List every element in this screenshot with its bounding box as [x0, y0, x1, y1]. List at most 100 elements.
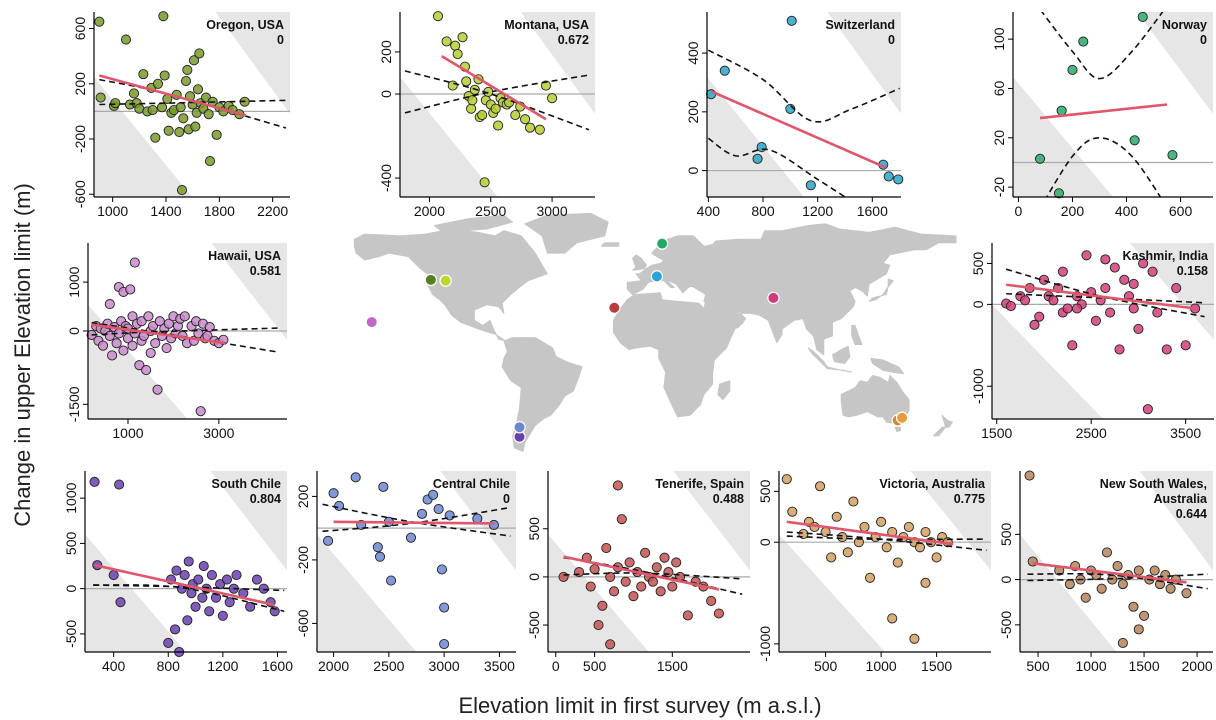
data-point: [719, 65, 730, 76]
x-tick-label: 800: [751, 203, 775, 219]
y-tick-label: 0: [998, 575, 1014, 583]
site-marker-norway: [655, 237, 669, 250]
fit-line: [94, 563, 275, 607]
y-tick-label: 500: [63, 532, 79, 556]
data-point: [190, 121, 201, 132]
x-tick-label: 3500: [484, 658, 515, 674]
data-point: [1181, 588, 1192, 599]
data-point: [510, 109, 521, 121]
data-point: [1112, 560, 1123, 572]
panel-value: 0.804: [250, 492, 281, 506]
x-tick-label: 2000: [318, 658, 349, 674]
data-point: [490, 103, 501, 114]
data-point: [636, 581, 647, 592]
panel-value: 0.488: [713, 492, 744, 506]
data-point: [374, 551, 386, 562]
fit-line: [1032, 562, 1187, 584]
data-point: [1152, 307, 1163, 318]
data-point: [195, 406, 206, 417]
data-point: [909, 633, 920, 644]
data-point: [416, 508, 428, 519]
data-point: [616, 514, 627, 525]
data-point: [176, 185, 188, 196]
data-point: [876, 516, 887, 527]
eurasia: [626, 223, 957, 356]
data-point: [152, 384, 163, 395]
data-point: [1161, 344, 1172, 355]
north-america: [353, 228, 548, 342]
data-point: [931, 552, 942, 563]
fit-line: [1039, 103, 1168, 120]
y-tick-label: 500: [526, 517, 542, 541]
shaded-region: [779, 534, 885, 652]
data-point: [597, 600, 608, 611]
data-point: [1114, 344, 1125, 355]
data-point: [540, 80, 551, 91]
data-point: [1128, 601, 1139, 612]
data-point: [136, 316, 147, 327]
y-tick-label: 0: [757, 538, 773, 546]
data-point: [848, 496, 859, 507]
y-tick-label: 0: [66, 327, 82, 335]
y-tick-label: 1000: [66, 266, 82, 297]
data-point: [1034, 153, 1046, 164]
data-point: [605, 571, 616, 582]
fit-line: [786, 520, 954, 546]
data-point: [179, 570, 190, 581]
data-point: [154, 316, 165, 327]
data-point: [436, 564, 447, 575]
data-point: [585, 581, 596, 592]
panel-victoria: 500 1000 1500 -1000 0 500 Victoria, Australia0…: [757, 471, 991, 674]
x-tick-label: 2500: [373, 658, 404, 674]
data-point: [245, 601, 256, 612]
data-point: [574, 567, 585, 578]
data-point: [152, 78, 164, 89]
world-map: [353, 212, 957, 452]
data-point: [128, 88, 140, 99]
data-point: [197, 592, 208, 603]
ci-upper-line: [786, 535, 987, 541]
data-point: [432, 11, 444, 22]
y-axis-label: Change in upper Elevation limit (m): [10, 183, 35, 527]
data-point: [428, 489, 439, 500]
ci-upper-line: [99, 99, 287, 106]
data-point: [190, 601, 201, 612]
data-point: [110, 98, 121, 109]
data-point: [251, 574, 263, 585]
australia: [840, 375, 910, 425]
y-tick-label: -400: [378, 164, 394, 192]
data-point: [161, 343, 172, 354]
panel-value: 0.775: [954, 492, 985, 506]
shaded-region: [520, 12, 595, 114]
data-point: [159, 70, 170, 81]
data-point: [194, 48, 205, 59]
data-point: [920, 577, 931, 588]
x-tick-label: 2500: [1076, 425, 1107, 441]
data-point: [887, 613, 898, 624]
shaded-region: [548, 534, 649, 652]
y-tick-label: 20: [991, 130, 1007, 146]
data-point: [651, 562, 662, 573]
data-point: [175, 102, 186, 113]
data-point: [138, 69, 149, 80]
fit-line: [333, 520, 494, 525]
data-point: [893, 174, 904, 185]
data-point: [472, 513, 483, 524]
ci-upper-line: [91, 327, 278, 336]
data-point: [224, 597, 235, 608]
data-point: [452, 48, 463, 60]
data-point: [881, 542, 892, 553]
x-tick-label: 600: [1169, 203, 1193, 219]
panel-value: 0.158: [1177, 264, 1208, 278]
x-axis-label: Elevation limit in first survey (m a.s.l…: [458, 693, 821, 718]
x-tick-label: 0: [552, 658, 560, 674]
shaded-region: [400, 76, 498, 197]
data-point: [104, 299, 115, 310]
data-point: [1133, 624, 1144, 635]
panel-title: Norway: [1162, 18, 1207, 32]
data-point: [1128, 278, 1139, 289]
tasmania: [894, 426, 901, 433]
